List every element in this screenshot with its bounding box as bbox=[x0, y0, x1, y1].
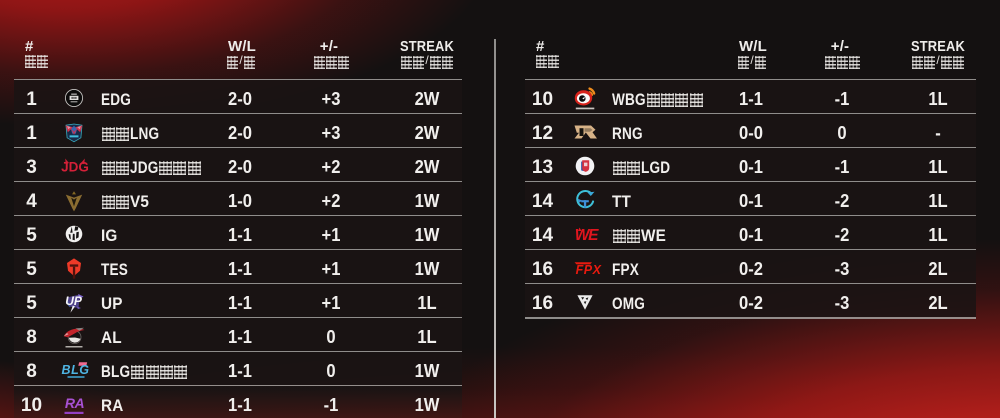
svg-text:BLG: BLG bbox=[62, 363, 90, 377]
svg-text:RA: RA bbox=[65, 395, 85, 411]
svg-text:WE: WE bbox=[575, 227, 599, 244]
svg-text:UP: UP bbox=[65, 294, 83, 308]
svg-text:JDG: JDG bbox=[61, 159, 89, 174]
svg-text:FPX: FPX bbox=[576, 263, 602, 277]
